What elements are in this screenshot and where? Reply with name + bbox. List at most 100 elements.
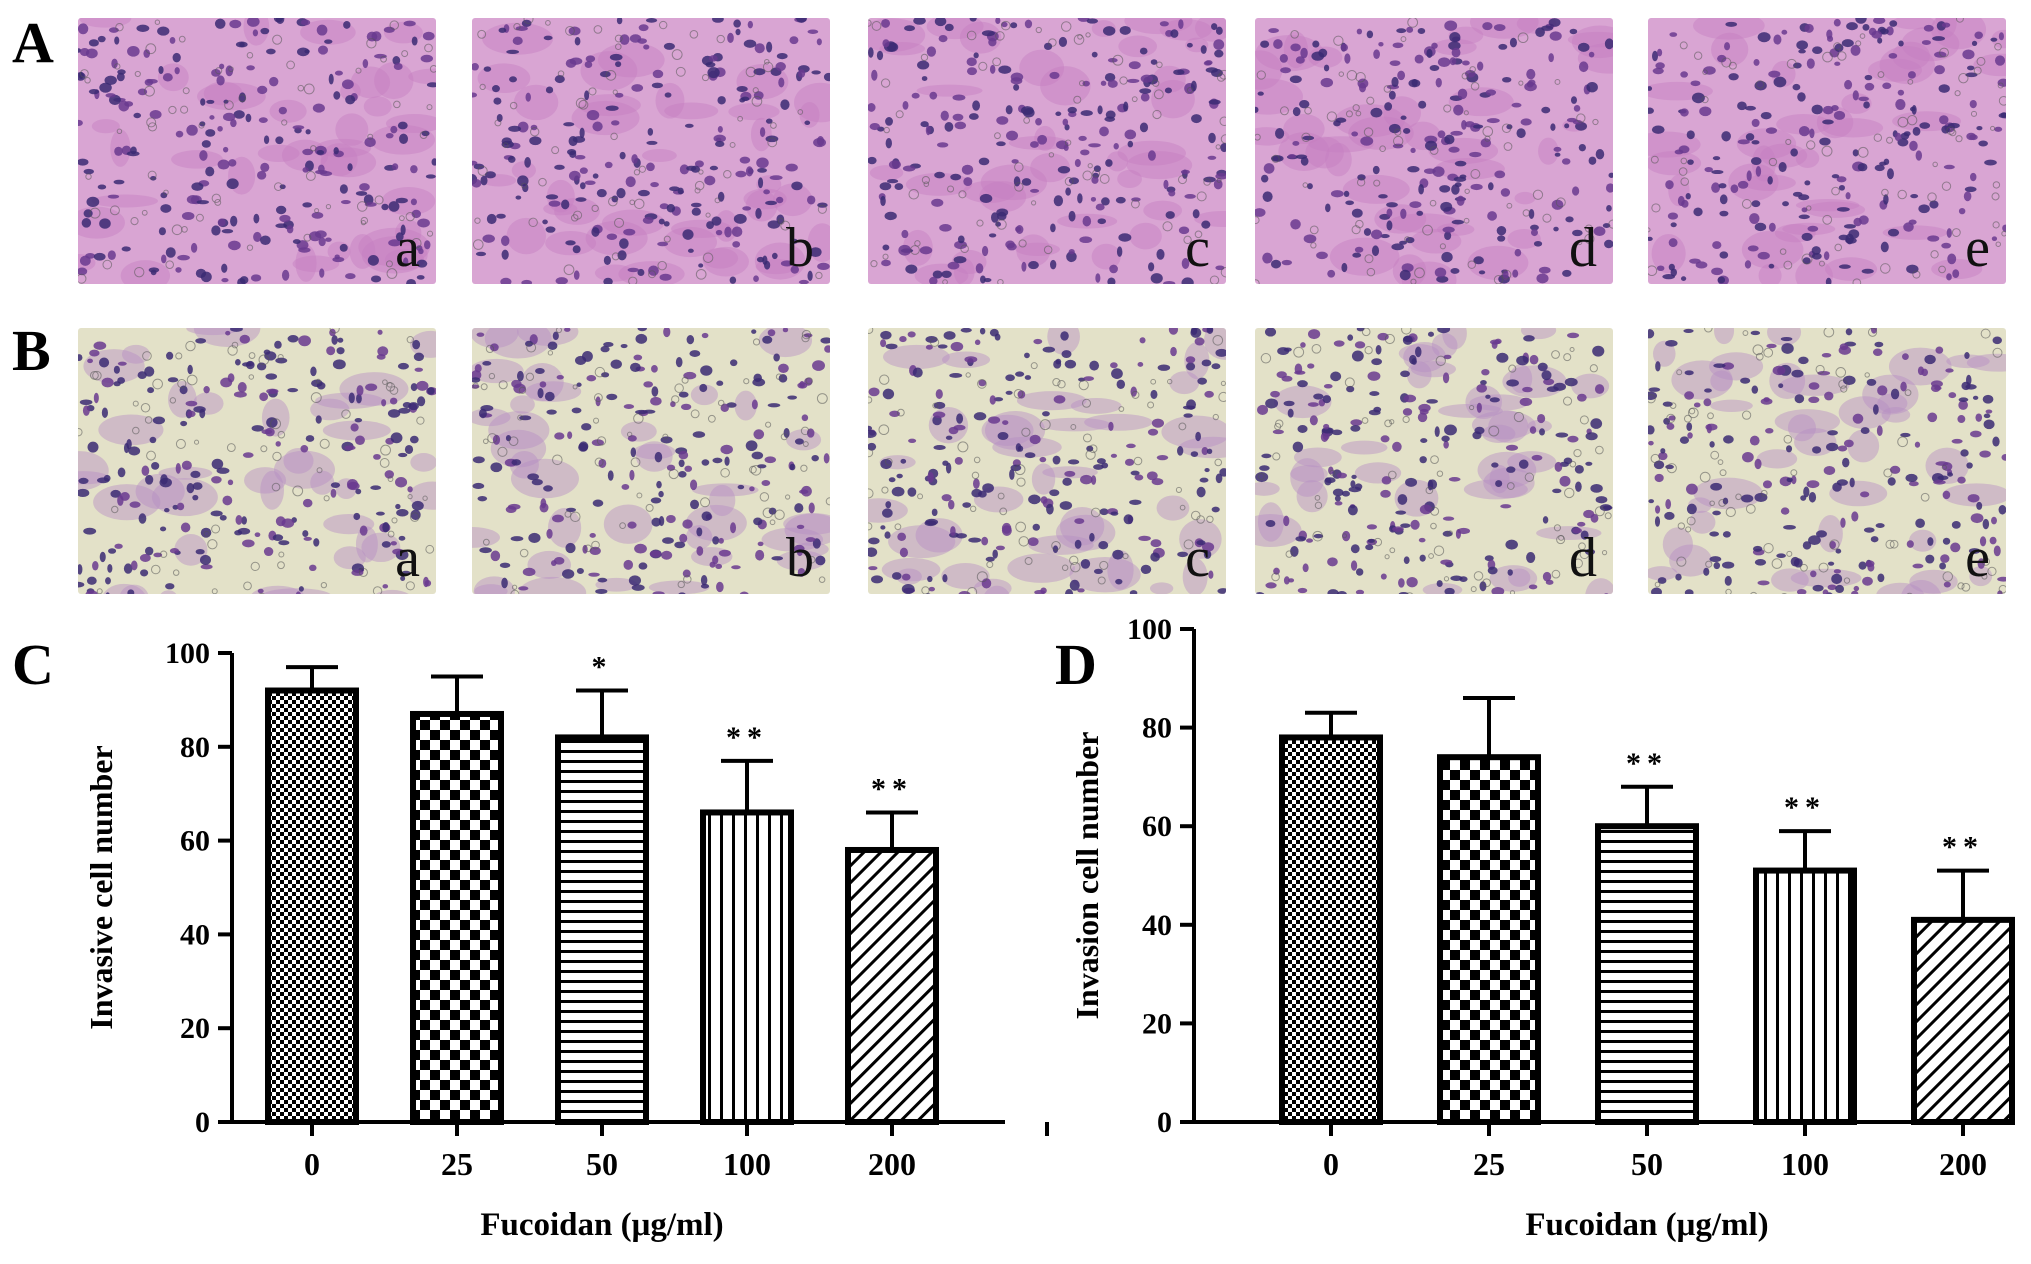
membrane-pore <box>1897 436 1908 448</box>
cell-nucleus <box>1392 441 1402 452</box>
cell-nucleus <box>1260 40 1270 48</box>
cell-nucleus <box>606 393 618 401</box>
membrane-pore <box>1016 477 1026 487</box>
cell-nucleus <box>625 176 636 188</box>
membrane-pore <box>1981 573 1988 580</box>
cell-nucleus <box>753 517 763 526</box>
cell-cytoplasm <box>1648 150 1702 176</box>
cell-nucleus <box>1204 468 1210 473</box>
membrane-pore <box>180 105 189 114</box>
cell-nucleus <box>1366 30 1374 39</box>
cell-cytoplasm <box>1305 136 1344 169</box>
membrane-pore <box>1755 80 1765 89</box>
cell-nucleus <box>180 420 188 427</box>
y-tick-label: 100 <box>1127 613 1172 646</box>
cell-nucleus <box>1754 458 1762 470</box>
cell-nucleus <box>1030 188 1040 193</box>
cell-nucleus <box>925 344 933 350</box>
cell-nucleus <box>643 381 654 388</box>
membrane-pore <box>1955 135 1963 143</box>
cell-nucleus <box>1744 105 1756 111</box>
membrane-pore <box>1014 162 1024 172</box>
membrane-pore <box>1501 269 1512 280</box>
cell-nucleus <box>152 416 166 425</box>
cell-nucleus <box>1418 183 1424 195</box>
cell-nucleus <box>1437 130 1446 139</box>
membrane-pore <box>917 493 924 500</box>
cell-nucleus <box>1865 560 1875 567</box>
cell-nucleus <box>1257 404 1269 415</box>
cell-nucleus <box>180 522 191 533</box>
cell-nucleus <box>1443 440 1449 449</box>
cell-nucleus <box>993 397 1004 402</box>
cell-nucleus <box>606 233 618 240</box>
membrane-pore <box>1650 453 1661 464</box>
cell-nucleus <box>1461 120 1467 130</box>
cell-cytoplasm <box>783 513 830 535</box>
cell-nucleus <box>1146 471 1158 481</box>
membrane-pore <box>816 393 828 404</box>
membrane-pore <box>1186 86 1194 94</box>
cell-nucleus <box>507 155 516 163</box>
cell-nucleus <box>482 361 492 366</box>
membrane-pore <box>1855 40 1862 47</box>
cell-nucleus <box>1215 473 1223 484</box>
membrane-pore <box>1048 38 1057 47</box>
cell-nucleus <box>1350 560 1358 571</box>
cell-nucleus <box>981 30 995 37</box>
cell-cytoplasm <box>1908 529 1937 552</box>
cell-nucleus <box>1196 540 1206 546</box>
membrane-pore <box>1082 170 1093 181</box>
cell-nucleus <box>1444 424 1457 436</box>
cell-nucleus <box>1972 395 1979 400</box>
cell-nucleus <box>472 62 479 71</box>
cell-nucleus <box>370 275 382 283</box>
cell-nucleus <box>518 586 529 591</box>
cell-nucleus <box>968 113 979 120</box>
cell-nucleus <box>1991 516 1997 525</box>
cell-nucleus <box>117 361 127 366</box>
cell-nucleus <box>1605 183 1613 193</box>
cell-nucleus <box>1302 135 1315 141</box>
membrane-pore <box>1112 54 1124 66</box>
cell-nucleus <box>1500 188 1511 197</box>
cell-cytoplasm <box>1194 18 1226 42</box>
cell-nucleus <box>275 136 284 145</box>
membrane-pore <box>1030 362 1038 370</box>
membrane-pore <box>1304 106 1312 115</box>
cell-nucleus <box>1454 160 1467 167</box>
membrane-pore <box>1018 536 1029 547</box>
cell-nucleus <box>1001 525 1012 536</box>
membrane-pore <box>316 467 323 474</box>
cell-nucleus <box>631 84 644 92</box>
membrane-pore <box>1078 80 1085 87</box>
cell-nucleus <box>1057 165 1071 174</box>
cell-nucleus <box>1860 427 1870 435</box>
cell-cytoplasm <box>160 590 177 594</box>
membrane-pore <box>1255 279 1260 284</box>
cell-nucleus <box>1197 377 1207 385</box>
membrane-pore <box>1573 448 1582 458</box>
cell-nucleus <box>228 159 237 167</box>
cell-nucleus <box>1434 426 1440 438</box>
membrane-pore <box>1361 328 1371 337</box>
cell-nucleus <box>868 429 877 438</box>
membrane-pore <box>1573 558 1583 569</box>
cell-cytoplasm <box>510 395 535 414</box>
cell-nucleus <box>1825 277 1832 284</box>
membrane-pore <box>942 279 948 284</box>
membrane-pore <box>142 351 152 361</box>
cell-nucleus <box>1872 348 1883 357</box>
cell-nucleus <box>1399 240 1407 245</box>
membrane-pore <box>277 354 284 361</box>
membrane-pore <box>960 244 969 254</box>
membrane-pore <box>801 329 812 340</box>
cell-nucleus <box>882 39 890 48</box>
cell-nucleus <box>894 183 904 190</box>
membrane-pore <box>1976 56 1986 66</box>
y-tick-label: 40 <box>1142 909 1172 942</box>
cell-nucleus <box>912 367 923 378</box>
cell-nucleus <box>79 399 93 406</box>
membrane-pore <box>1293 346 1305 358</box>
cell-nucleus <box>1711 182 1721 193</box>
